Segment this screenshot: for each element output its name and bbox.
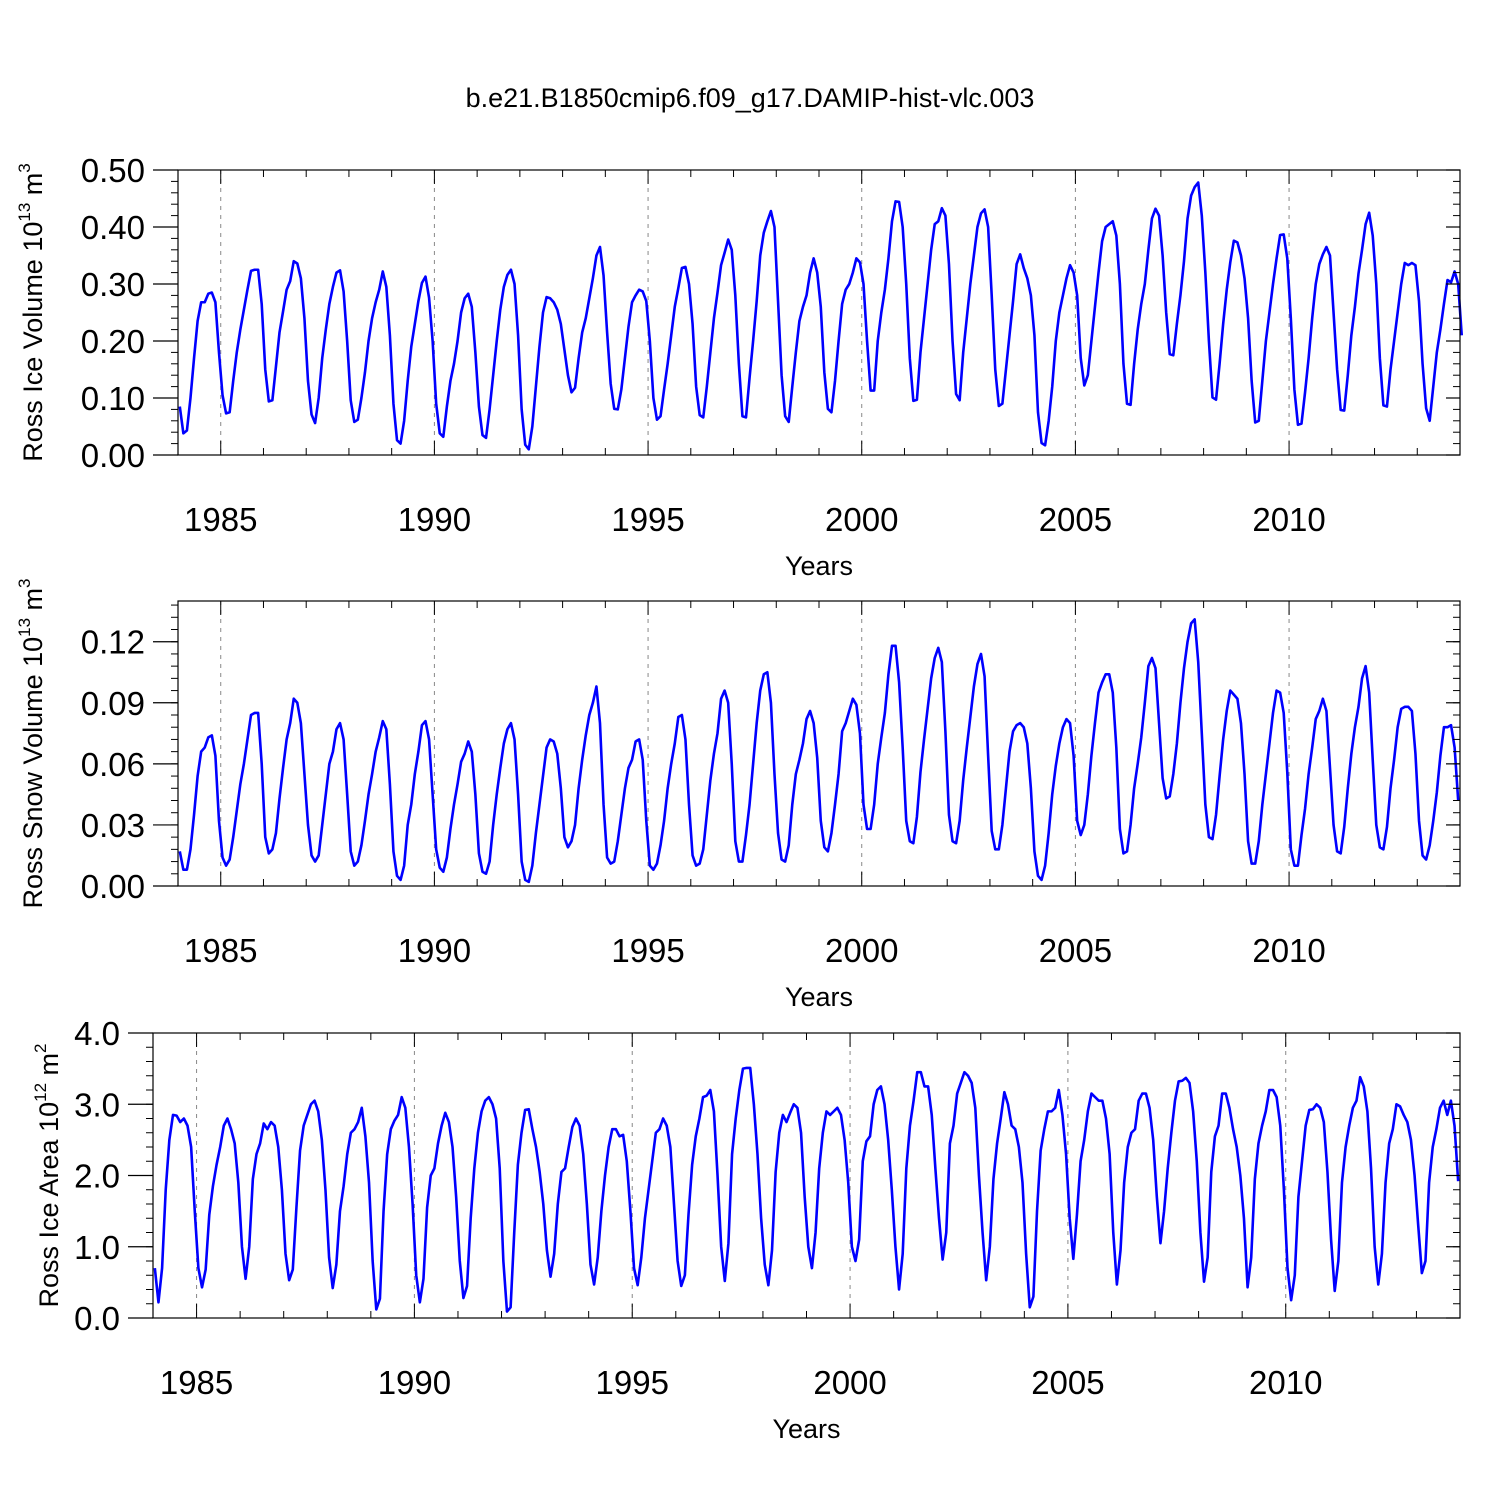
ice-volume-y-tick-label: 0.00 — [81, 437, 145, 474]
ice-area-series-line — [153, 1066, 1460, 1313]
ice-volume-x-tick-label: 2000 — [825, 501, 898, 538]
snow-volume-x-tick-label: 1995 — [611, 932, 684, 969]
ice-volume-x-axis-label: Years — [785, 551, 853, 581]
figure-title: b.e21.B1850cmip6.f09_g17.DAMIP-hist-vlc.… — [466, 83, 1035, 113]
ice-volume-x-tick-label: 2005 — [1039, 501, 1112, 538]
snow-volume-y-axis-label: Ross Snow Volume 1013 m3 — [15, 578, 48, 908]
ice-volume-y-tick-label: 0.40 — [81, 209, 145, 246]
ice-volume-x-tick-label: 1995 — [611, 501, 684, 538]
ice-area-y-label-main: Ross Ice Area 10 — [34, 1102, 64, 1308]
snow-volume-y-tick-label: 0.00 — [81, 868, 145, 905]
snow-volume-x-tick-label: 1990 — [398, 932, 471, 969]
snow-volume-x-tick-label: 2005 — [1039, 932, 1112, 969]
ice-volume-x-tick-label: 1990 — [398, 501, 471, 538]
ice-area-x-tick-label: 2005 — [1031, 1364, 1104, 1401]
ice-volume-y-label-main: Ross Ice Volume 10 — [18, 222, 48, 462]
ice-volume-x-tick-label: 2010 — [1252, 501, 1325, 538]
ice-volume-y-tick-label: 0.10 — [81, 380, 145, 417]
ice-volume-y-label-exp: 13 — [15, 203, 34, 222]
ice-area-y-tick-label: 1.0 — [74, 1229, 120, 1266]
ice-volume-series-line — [178, 181, 1464, 451]
ice-volume-x-tick-label: 1985 — [184, 501, 257, 538]
snow-volume-y-tick-label: 0.03 — [81, 807, 145, 844]
ice-volume-y-tick-label: 0.30 — [81, 266, 145, 303]
snow-volume-series-line — [178, 618, 1460, 884]
snow-volume-y-label-unit-exp: 3 — [15, 578, 34, 587]
snow-volume-x-tick-label: 1985 — [184, 932, 257, 969]
ice-area-y-label-unit: m — [34, 1053, 64, 1083]
ice-volume-panel: 1985 1990 1995 2000 2005 2010 0.00 0.10 0.20 0.30… — [15, 152, 1464, 581]
ice-volume-y-tick-label: 0.20 — [81, 323, 145, 360]
snow-volume-y-label-unit: m — [18, 588, 48, 618]
ice-area-y-tick-label: 2.0 — [74, 1158, 120, 1195]
ice-area-panel: 1985 1990 1995 2000 2005 2010 0.0 1.0 2.0 3.0 4.0 Y… — [31, 1015, 1461, 1444]
ice-area-y-tick-label: 0.0 — [74, 1300, 120, 1337]
ice-area-y-label-exp: 12 — [31, 1083, 50, 1102]
ice-volume-y-tick-label: 0.50 — [81, 152, 145, 189]
snow-volume-x-tick-label: 2010 — [1252, 932, 1325, 969]
snow-volume-y-tick-label: 0.06 — [81, 746, 145, 783]
snow-volume-y-tick-label: 0.12 — [81, 624, 145, 661]
snow-volume-panel: 1985 1990 1995 2000 2005 2010 0.00 0.03 0.06 0.09… — [15, 578, 1461, 1012]
snow-volume-x-axis-label: Years — [785, 982, 853, 1012]
snow-volume-y-label-exp: 13 — [15, 618, 34, 637]
ice-area-x-tick-label: 2010 — [1249, 1364, 1322, 1401]
snow-volume-y-label-main: Ross Snow Volume 10 — [18, 637, 48, 909]
ice-area-y-tick-label: 4.0 — [74, 1015, 120, 1052]
ice-volume-y-label-unit: m — [18, 173, 48, 203]
ice-area-x-tick-label: 2000 — [813, 1364, 886, 1401]
ice-volume-y-axis-label: Ross Ice Volume 1013 m3 — [15, 163, 48, 462]
snow-volume-x-tick-label: 2000 — [825, 932, 898, 969]
ice-area-y-label-unit-exp: 2 — [31, 1043, 50, 1052]
ice-area-x-tick-label: 1995 — [596, 1364, 669, 1401]
ice-area-x-axis-label: Years — [772, 1414, 840, 1444]
ice-volume-y-label-unit-exp: 3 — [15, 163, 34, 172]
ice-area-x-tick-label: 1990 — [378, 1364, 451, 1401]
ice-area-y-tick-label: 3.0 — [74, 1086, 120, 1123]
ice-area-y-axis-label: Ross Ice Area 1012 m2 — [31, 1043, 64, 1307]
ice-area-x-tick-label: 1985 — [160, 1364, 233, 1401]
snow-volume-y-tick-label: 0.09 — [81, 685, 145, 722]
